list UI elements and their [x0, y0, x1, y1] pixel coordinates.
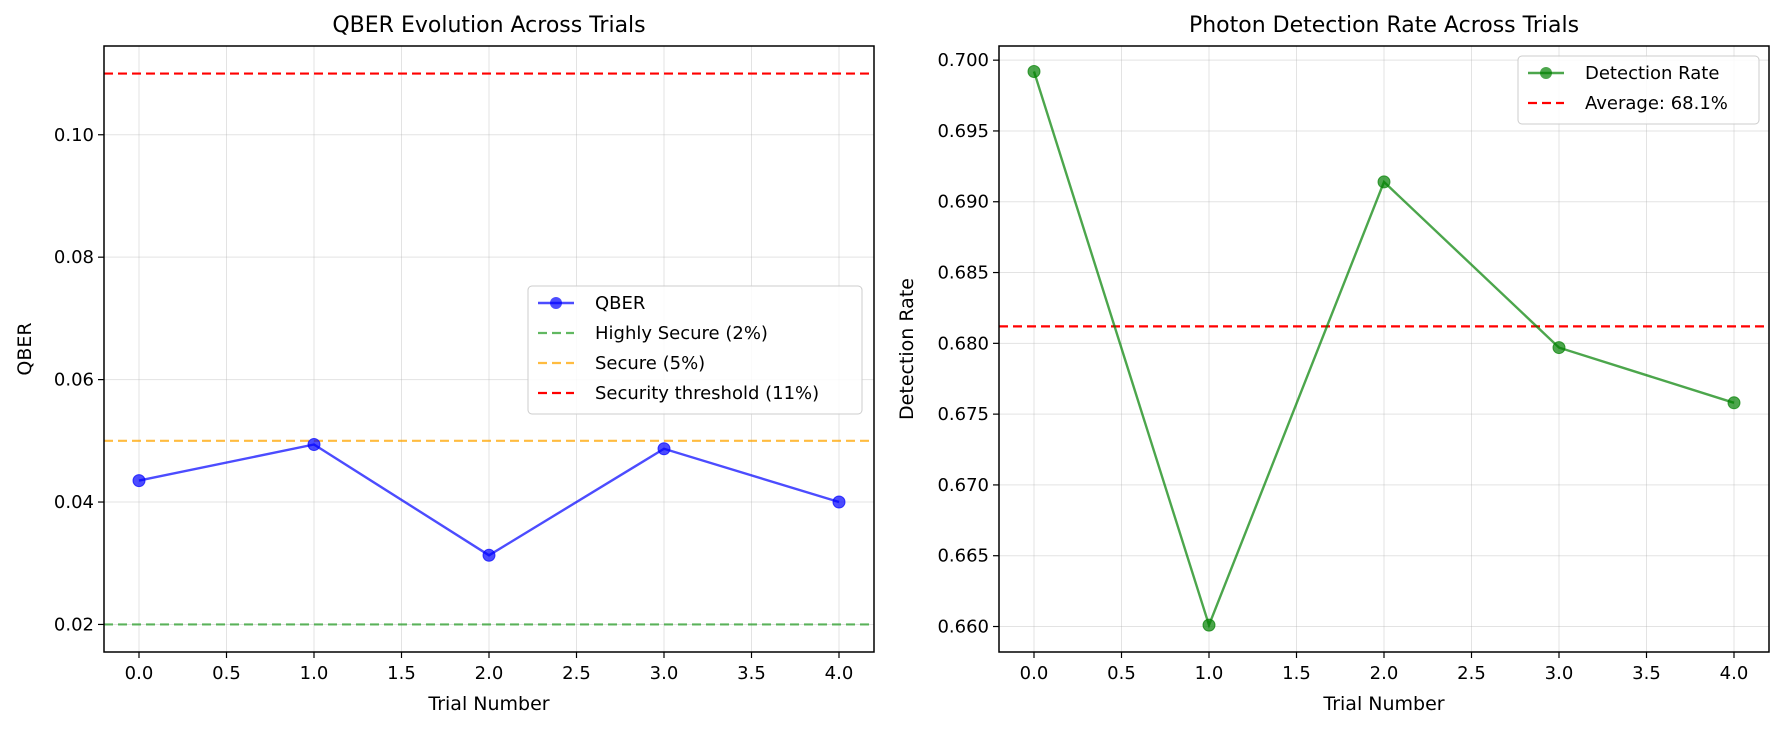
legend-label: Highly Secure (2%) [595, 323, 768, 344]
y-tick-label: 0.08 [54, 247, 94, 268]
chart-title: QBER Evolution Across Trials [332, 13, 645, 38]
x-tick-label: 2.5 [562, 663, 591, 684]
x-tick-label: 1.0 [300, 663, 329, 684]
y-tick-label: 0.04 [54, 492, 94, 513]
y-tick-label: 0.06 [54, 370, 94, 391]
chart-title: Photon Detection Rate Across Trials [1189, 13, 1579, 38]
plot-frame [103, 45, 875, 653]
x-tick-label: 1.5 [387, 663, 416, 684]
x-tick-label: 3.0 [1545, 663, 1574, 684]
x-tick-label: 3.0 [650, 663, 679, 684]
x-tick-label: 1.0 [1195, 663, 1224, 684]
legend: QBER Highly Secure (2%) Secure (5%) Securit… [527, 285, 863, 415]
legend: Detection Rate Average: 68.1% [1517, 55, 1760, 125]
legend-marker [550, 297, 562, 309]
chart-2: 0.0 0.5 1.0 1.5 2.0 2.5 3.0 3.5 4.0 0.660 0.665 0.6… [896, 13, 1770, 715]
x-tick-label: 3.5 [1632, 663, 1661, 684]
plot-frame [998, 45, 1770, 653]
y-axis-label: Detection Rate [896, 278, 918, 420]
y-tick-label: 0.670 [937, 475, 989, 496]
x-tick-label: 2.0 [1370, 663, 1399, 684]
x-tick-label: 3.5 [737, 663, 766, 684]
y-tick-label: 0.02 [54, 614, 94, 635]
legend-label: Average: 68.1% [1585, 93, 1728, 114]
data-point [132, 474, 146, 488]
x-tick-label: 4.0 [1720, 663, 1749, 684]
legend-box [1517, 55, 1760, 125]
data-point [832, 495, 846, 509]
legend-label: Secure (5%) [595, 353, 705, 374]
x-axis-label: Trial Number [1322, 693, 1444, 715]
y-tick-label: 0.665 [937, 546, 989, 567]
y-tick-label: 0.695 [937, 121, 989, 142]
x-axis-label: Trial Number [427, 693, 549, 715]
y-tick-label: 0.660 [937, 617, 989, 638]
data-point [482, 548, 496, 562]
legend-label: Security threshold (11%) [595, 383, 819, 404]
y-axis-label: QBER [14, 322, 36, 375]
x-tick-label: 0.5 [212, 663, 241, 684]
data-point [1377, 175, 1391, 189]
y-tick-label: 0.680 [937, 333, 989, 354]
chart-1: 0.0 0.5 1.0 1.5 2.0 2.5 3.0 3.5 4.0 0.02 0.04 0.06 0… [14, 13, 875, 715]
legend-label: QBER [595, 293, 645, 314]
x-tick-label: 1.5 [1282, 663, 1311, 684]
data-point [1727, 396, 1741, 410]
y-tick-label: 0.675 [937, 404, 989, 425]
legend-marker [1540, 67, 1552, 79]
data-point [307, 437, 321, 451]
x-tick-label: 4.0 [825, 663, 854, 684]
x-tick-label: 2.5 [1457, 663, 1486, 684]
y-tick-label: 0.690 [937, 192, 989, 213]
legend-box [527, 285, 863, 415]
data-point [657, 442, 671, 456]
legend-label: Detection Rate [1585, 63, 1719, 84]
x-tick-label: 0.5 [1107, 663, 1136, 684]
data-point [1202, 618, 1216, 632]
x-tick-label: 2.0 [475, 663, 504, 684]
y-tick-label: 0.685 [937, 263, 989, 284]
data-point [1552, 341, 1566, 355]
data-point [1027, 64, 1041, 78]
y-tick-label: 0.700 [937, 50, 989, 71]
y-tick-label: 0.10 [54, 125, 94, 146]
x-tick-label: 0.0 [125, 663, 154, 684]
x-tick-label: 0.0 [1020, 663, 1049, 684]
